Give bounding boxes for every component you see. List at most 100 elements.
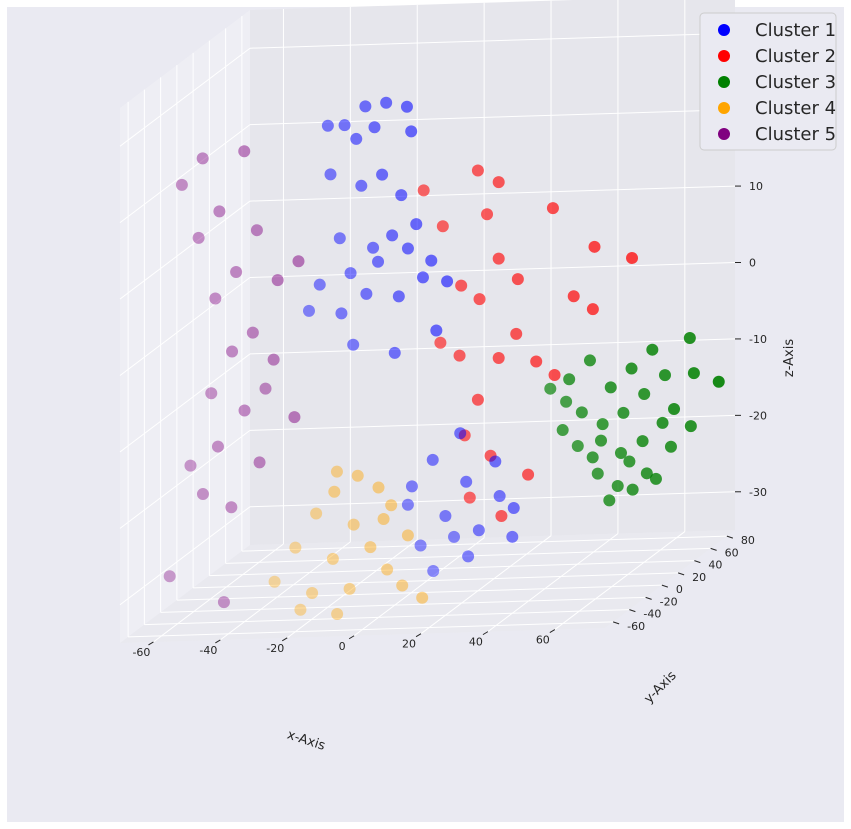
grid-line	[176, 584, 662, 601]
data-point	[259, 382, 272, 395]
data-point	[586, 451, 599, 464]
grid-line	[119, 506, 251, 606]
x-tick-label: -60	[132, 646, 150, 659]
data-point	[196, 488, 209, 501]
data-point	[563, 373, 576, 386]
legend-marker	[718, 102, 730, 114]
z-tick-label: 0	[749, 257, 756, 270]
data-point	[567, 290, 580, 303]
axis-tick	[348, 635, 355, 640]
y-tick-label: -40	[643, 608, 661, 621]
axis-tick	[661, 584, 669, 588]
grid-line	[249, 491, 736, 508]
data-point	[471, 393, 484, 406]
axis-tick	[215, 639, 221, 644]
data-point	[376, 168, 389, 181]
z-tick-label: -30	[749, 486, 767, 499]
data-point	[324, 168, 337, 181]
data-point	[658, 369, 671, 382]
grid-line	[225, 547, 711, 564]
data-point	[425, 254, 438, 267]
data-point	[372, 255, 385, 268]
data-point	[250, 224, 263, 237]
y-tick-label: 20	[692, 571, 706, 584]
data-point	[175, 178, 188, 191]
data-point	[636, 435, 649, 448]
legend-label: Cluster 1	[755, 20, 836, 41]
data-point	[441, 275, 454, 288]
data-point	[367, 241, 380, 254]
data-point	[288, 411, 301, 424]
data-point	[625, 362, 638, 375]
grid-line	[241, 535, 727, 552]
data-point	[184, 459, 197, 472]
axis-tick	[281, 637, 288, 642]
data-point	[687, 367, 700, 380]
data-point	[506, 530, 519, 543]
data-point	[213, 205, 226, 218]
data-point	[377, 513, 390, 526]
grid-line	[420, 535, 552, 635]
data-point	[603, 494, 616, 507]
data-point	[225, 501, 238, 514]
data-point	[683, 331, 696, 344]
axis-tick	[629, 609, 636, 613]
data-point	[463, 491, 476, 504]
data-point	[492, 176, 505, 189]
data-point	[385, 499, 398, 512]
data-point	[430, 324, 443, 337]
grid-line	[353, 537, 485, 637]
legend: Cluster 1 Cluster 2 Cluster 3 Cluster 4 Clus…	[699, 12, 837, 151]
data-point	[392, 290, 405, 303]
z-tick-label: -10	[749, 333, 767, 346]
grid-line	[119, 353, 251, 453]
data-point	[617, 406, 630, 419]
axis-tick	[612, 621, 620, 625]
data-points	[163, 96, 725, 620]
data-point	[347, 518, 360, 531]
data-point	[400, 100, 413, 113]
axis-tick	[710, 547, 717, 551]
data-point	[226, 345, 239, 358]
grid-line	[220, 541, 351, 641]
data-point	[448, 530, 461, 543]
legend-marker	[718, 24, 730, 36]
grid-line	[119, 47, 251, 147]
data-point	[586, 303, 599, 316]
data-point	[388, 346, 401, 359]
x-tick-label: 40	[469, 636, 483, 649]
data-point	[163, 570, 176, 583]
grid-line	[249, 338, 736, 355]
data-point	[217, 596, 230, 609]
data-point	[381, 563, 394, 576]
data-point	[596, 418, 609, 431]
grid-line	[119, 429, 251, 529]
data-point	[326, 552, 339, 565]
data-point	[351, 469, 364, 482]
z-tick-label: 10	[749, 180, 763, 193]
axis-panes	[120, 0, 735, 643]
data-point	[347, 338, 360, 351]
floor-pane	[120, 530, 735, 643]
data-point	[493, 490, 506, 503]
data-point	[471, 164, 484, 177]
data-point	[510, 327, 523, 340]
axis-tick	[677, 572, 685, 576]
grid-line	[249, 185, 736, 202]
data-point	[638, 388, 651, 401]
x-tick-label: -20	[266, 642, 284, 655]
data-point	[472, 524, 485, 537]
data-point	[511, 273, 524, 286]
data-point	[712, 375, 725, 388]
grid-line	[249, 262, 736, 278]
data-point	[289, 541, 302, 554]
data-point	[386, 229, 399, 242]
data-point	[313, 278, 326, 291]
legend-label: Cluster 5	[755, 124, 836, 145]
data-point	[626, 252, 639, 265]
x-tick-label: -40	[199, 644, 217, 657]
data-point	[481, 208, 494, 221]
data-point	[439, 509, 452, 522]
data-point	[614, 446, 627, 459]
